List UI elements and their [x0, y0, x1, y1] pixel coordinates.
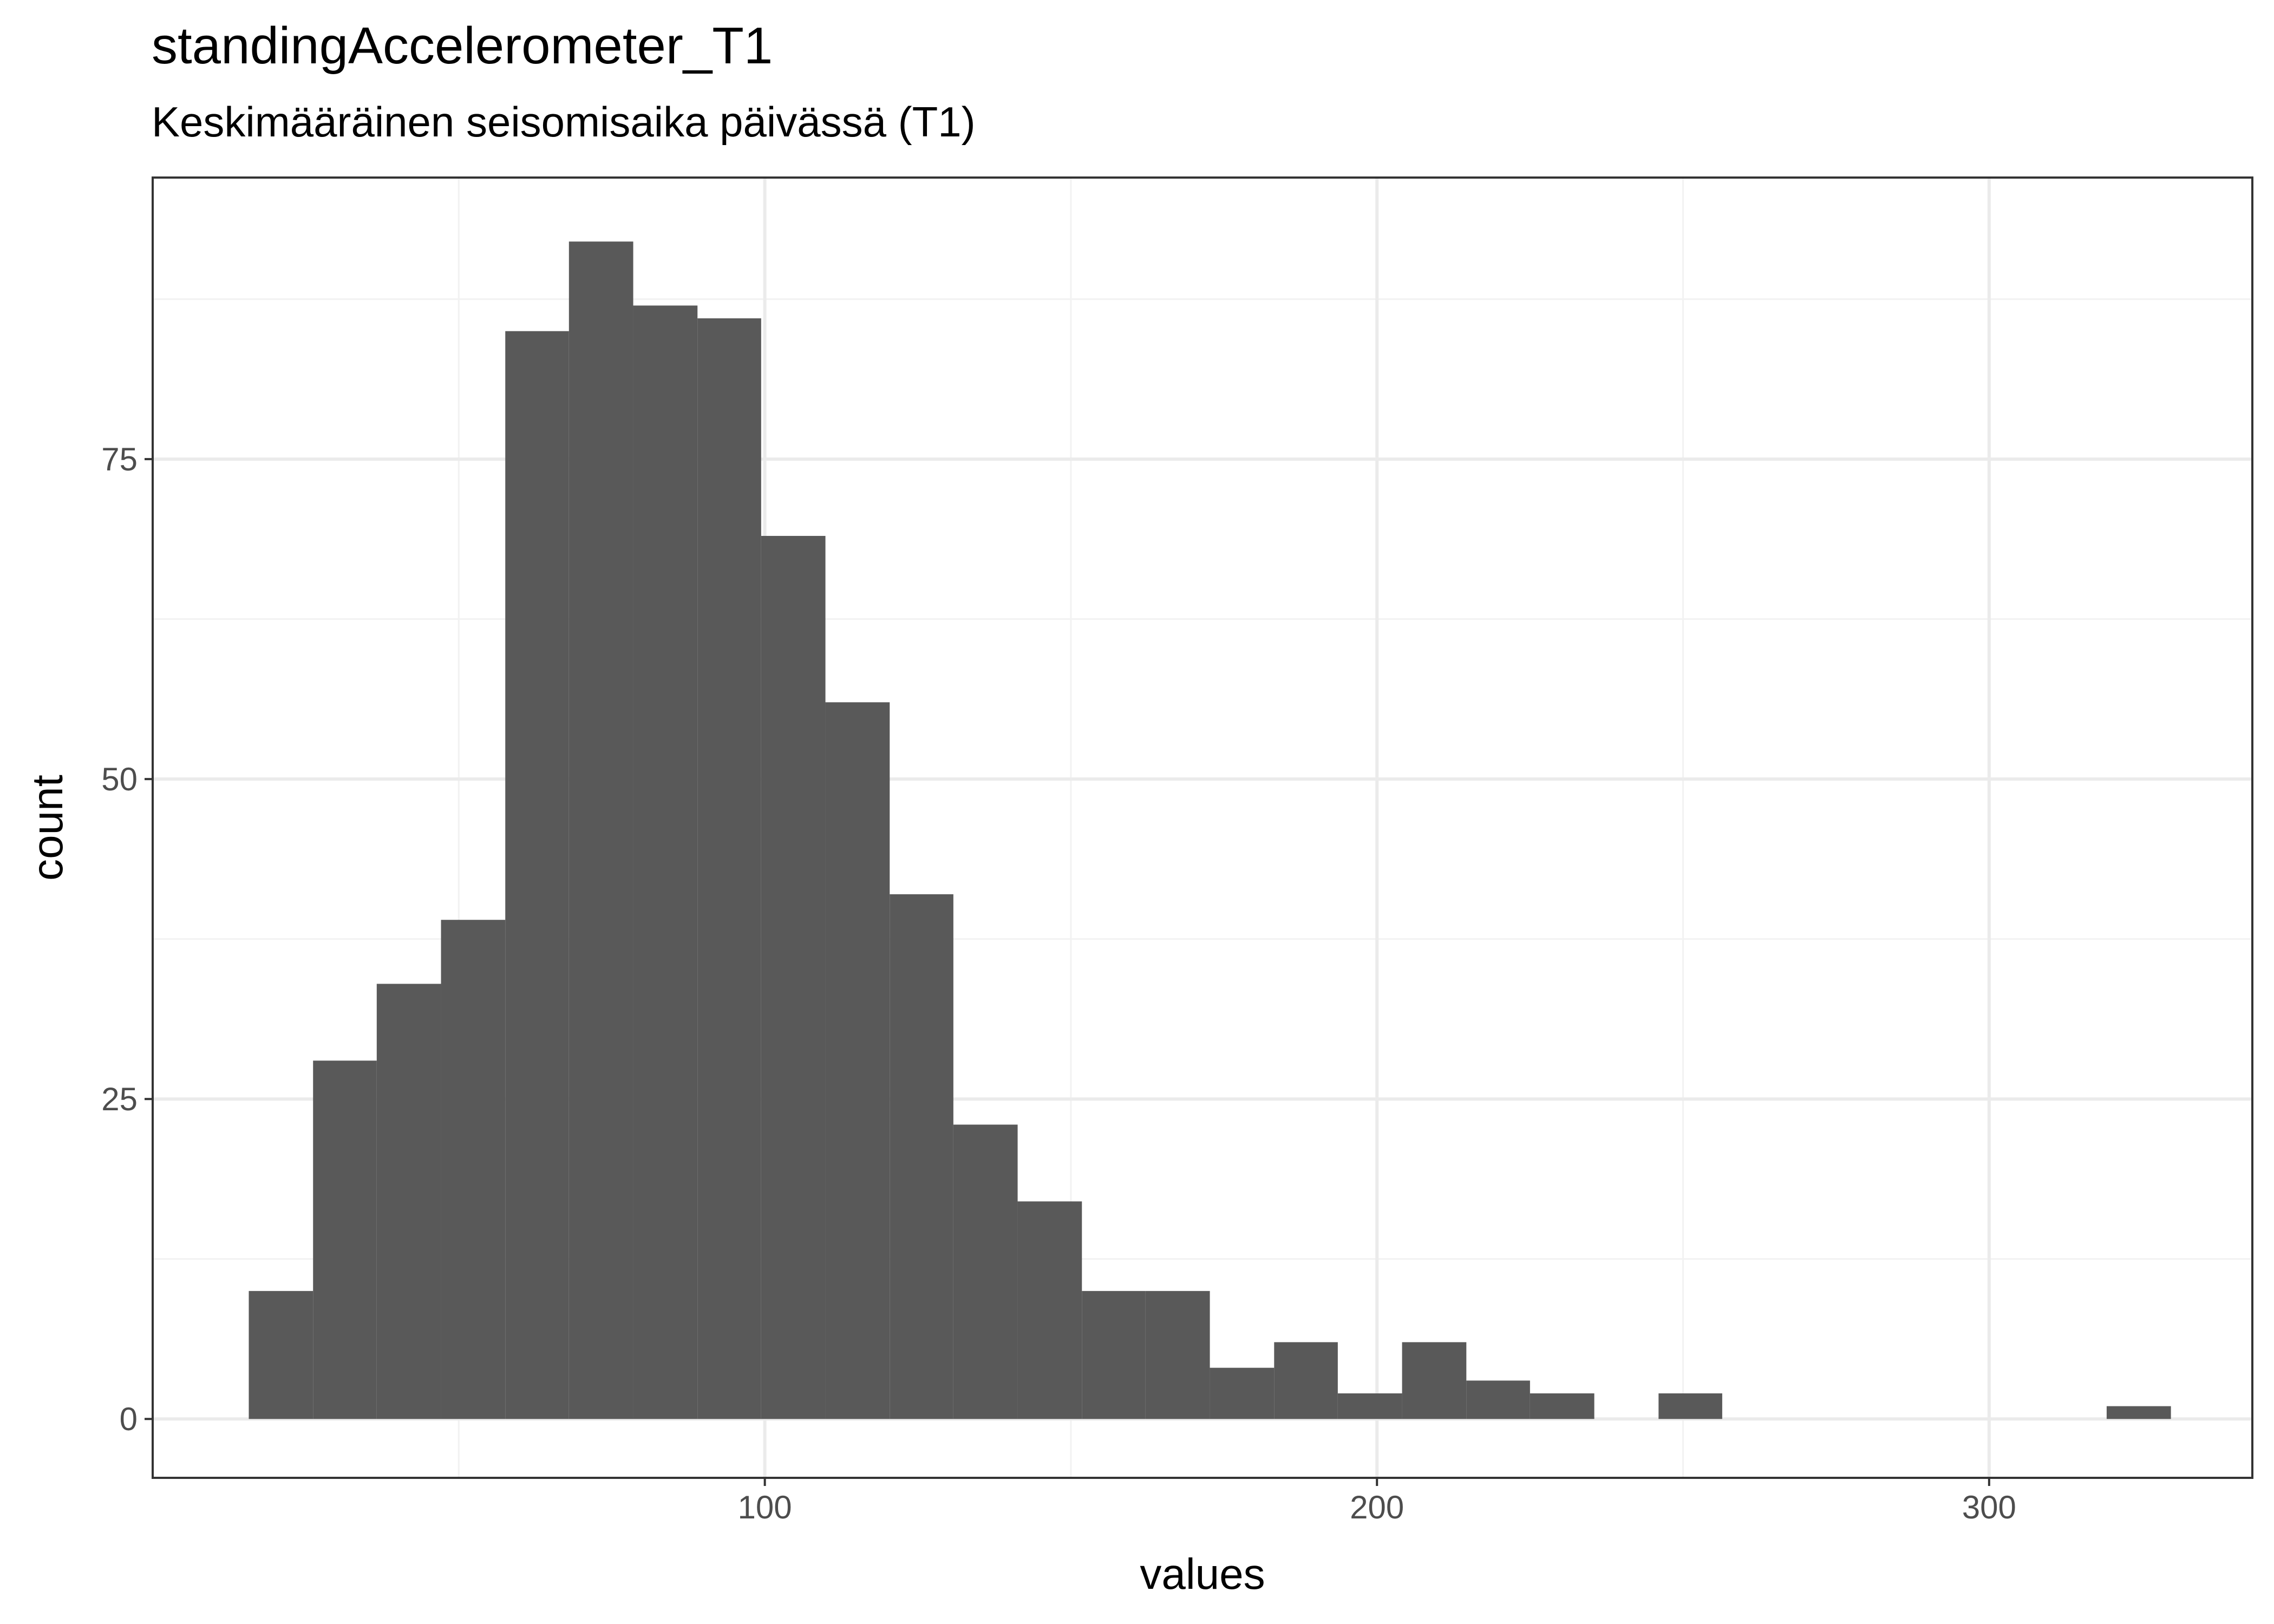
x-tick-label: 100 [738, 1489, 792, 1525]
y-axis-title: count [23, 775, 71, 881]
histogram-bars [249, 241, 2171, 1419]
histogram-bar [890, 894, 953, 1419]
histogram-bar [825, 702, 890, 1419]
x-axis: 100 200 300 [738, 1478, 2016, 1525]
histogram-bar [1082, 1291, 1146, 1419]
histogram-bar [1145, 1291, 1210, 1419]
histogram-bar [1530, 1393, 1595, 1419]
y-axis: 0 25 50 75 [101, 441, 153, 1437]
histogram-bar [1658, 1393, 1722, 1419]
y-tick-label: 25 [101, 1081, 138, 1117]
x-tick-label: 200 [1350, 1489, 1404, 1525]
histogram-bar [953, 1124, 1018, 1419]
x-axis-title: values [1140, 1550, 1265, 1598]
histogram-bar [1017, 1201, 1082, 1419]
histogram-bar [1210, 1367, 1275, 1419]
chart-subtitle: Keskimääräinen seisomisaika päivässä (T1… [152, 98, 976, 146]
histogram-bar [1274, 1342, 1338, 1419]
histogram-bar [761, 535, 826, 1419]
chart-title: standingAccelerometer_T1 [152, 17, 773, 75]
histogram-bar [568, 241, 633, 1419]
histogram-bar [2106, 1406, 2171, 1419]
y-tick-label: 0 [120, 1401, 138, 1437]
histogram-bar [505, 331, 569, 1419]
histogram-bar [376, 984, 441, 1419]
histogram-bar [633, 305, 698, 1419]
histogram-bar [1466, 1380, 1530, 1419]
histogram-bar [697, 318, 761, 1419]
panel-border [152, 176, 2253, 1479]
y-tick-label: 75 [101, 441, 138, 477]
y-tick-label: 50 [101, 761, 138, 797]
histogram-bar [1337, 1393, 1402, 1419]
histogram-bar [1402, 1342, 1467, 1419]
histogram-bar [441, 920, 506, 1419]
x-tick-label: 300 [1962, 1489, 2016, 1525]
histogram-bar [313, 1060, 377, 1419]
histogram-bar [249, 1291, 313, 1419]
